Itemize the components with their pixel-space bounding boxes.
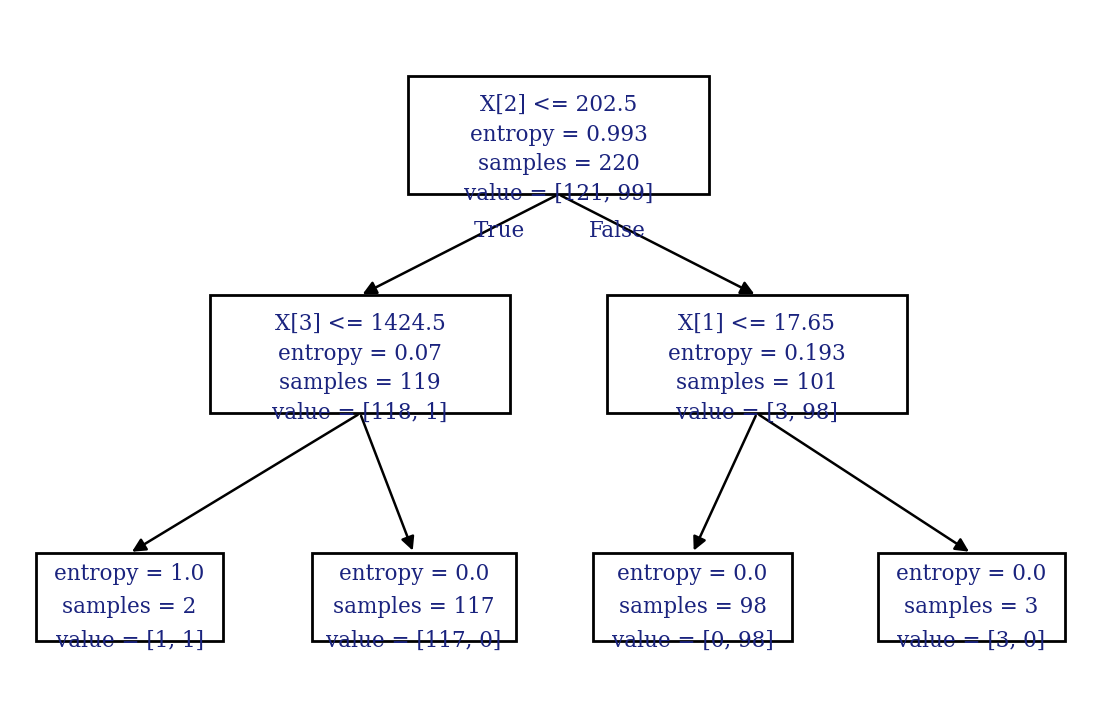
Text: value = [117, 0]: value = [117, 0] [326,630,502,651]
Text: X[2] <= 202.5: X[2] <= 202.5 [480,93,637,116]
Text: entropy = 0.07: entropy = 0.07 [278,343,442,364]
Text: samples = 98: samples = 98 [619,597,766,618]
FancyBboxPatch shape [409,77,708,194]
Text: entropy = 0.0: entropy = 0.0 [896,563,1047,585]
Text: samples = 119: samples = 119 [279,373,441,395]
FancyBboxPatch shape [878,553,1066,641]
Text: samples = 2: samples = 2 [63,597,197,618]
FancyBboxPatch shape [210,296,510,413]
Text: value = [3, 0]: value = [3, 0] [897,630,1046,651]
Text: True: True [474,220,525,242]
Text: value = [3, 98]: value = [3, 98] [676,402,838,424]
Text: entropy = 1.0: entropy = 1.0 [55,563,204,585]
FancyBboxPatch shape [593,553,792,641]
Text: X[3] <= 1424.5: X[3] <= 1424.5 [275,312,446,335]
FancyBboxPatch shape [312,553,516,641]
Text: samples = 3: samples = 3 [904,597,1039,618]
Text: entropy = 0.0: entropy = 0.0 [618,563,767,585]
Text: entropy = 0.193: entropy = 0.193 [668,343,846,364]
Text: entropy = 0.993: entropy = 0.993 [469,124,648,145]
Text: value = [118, 1]: value = [118, 1] [273,402,448,424]
Text: entropy = 0.0: entropy = 0.0 [338,563,489,585]
Text: value = [1, 1]: value = [1, 1] [56,630,203,651]
Text: X[1] <= 17.65: X[1] <= 17.65 [678,312,836,335]
FancyBboxPatch shape [607,296,907,413]
Text: samples = 101: samples = 101 [676,373,838,395]
Text: value = [0, 98]: value = [0, 98] [612,630,773,651]
Text: value = [121, 99]: value = [121, 99] [464,183,653,205]
Text: samples = 220: samples = 220 [478,154,639,176]
Text: False: False [589,220,646,242]
FancyBboxPatch shape [36,553,223,641]
Text: samples = 117: samples = 117 [333,597,495,618]
